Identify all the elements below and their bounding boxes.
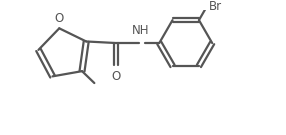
Text: O: O	[55, 12, 64, 25]
Text: NH: NH	[132, 24, 149, 37]
Text: Br: Br	[209, 0, 222, 13]
Text: O: O	[111, 70, 120, 83]
